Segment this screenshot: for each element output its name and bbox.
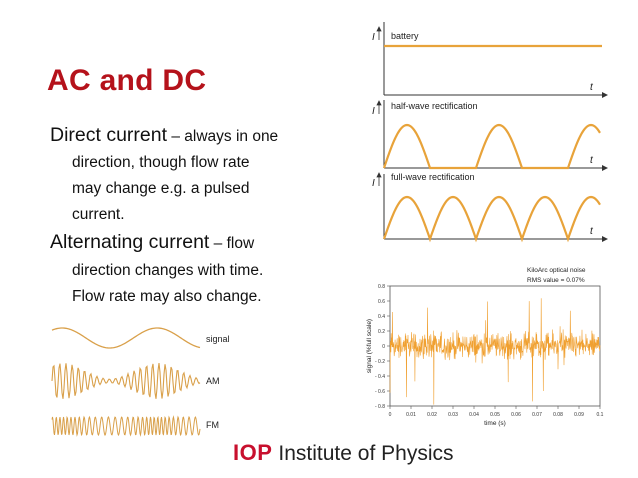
dc-line-3: current. — [72, 206, 125, 223]
dc-heading: Direct current — [50, 124, 168, 146]
iop-logo: IOP Institute of Physics — [233, 440, 453, 470]
modulation-diagram: signal AM FM — [51, 327, 230, 437]
logo-name: Institute of Physics — [278, 442, 454, 465]
chart-subtitle: RMS value = 0.07% — [527, 277, 585, 284]
noise-series — [389, 298, 601, 405]
signal-label: signal — [206, 334, 230, 344]
full-wave-curve — [382, 195, 601, 243]
am-wave — [51, 363, 201, 399]
dc-line-1: direction, though flow rate — [72, 154, 250, 171]
t-axis-label-3: t — [590, 226, 594, 237]
dc-bullet: Direct current – always in one — [50, 124, 278, 147]
logo-mark: IOP — [233, 440, 273, 465]
x-tick-label: 0.04 — [469, 412, 479, 418]
noise-chart: 0 0.01 0.02 0.03 0.04 0.05 0.06 0.07 0.08 0.09 0.1… — [366, 267, 604, 427]
x-tick-label: 0.03 — [448, 412, 458, 418]
y-tick-label: - 0.6 — [375, 389, 385, 395]
fm-label: FM — [206, 420, 219, 430]
x-tick-label: 0.1 — [597, 412, 604, 418]
i-axis-label-2: I — [372, 106, 375, 117]
slide-title: AC and DC — [47, 64, 207, 97]
chart-title: KiloArc optical noise — [527, 267, 586, 274]
ac-line-2: Flow rate may also change. — [72, 288, 262, 305]
am-label: AM — [206, 376, 220, 386]
y-tick-label: - 0.8 — [375, 404, 385, 410]
x-tick-label: 0.02 — [427, 412, 437, 418]
fm-wave — [51, 415, 201, 437]
x-tick-label: 0.01 — [406, 412, 416, 418]
x-axis-label: time (s) — [484, 420, 506, 427]
y-tick-label: 0.4 — [378, 314, 385, 320]
x-tick-label: 0.07 — [532, 412, 542, 418]
battery-label: battery — [391, 31, 419, 41]
y-axis-label: signal (%full scale) — [366, 319, 373, 373]
y-tick-label: 0 — [382, 344, 385, 350]
x-tick-label: 0.06 — [511, 412, 521, 418]
y-tick-label: - 0.4 — [375, 374, 385, 380]
t-axis-label-1: t — [590, 82, 594, 93]
dc-line-2: may change e.g. a pulsed — [72, 180, 250, 197]
y-tick-label: 0.6 — [378, 299, 385, 305]
t-axis-label-2: t — [590, 155, 594, 166]
ac-heading: Alternating current — [50, 231, 210, 253]
half-wave-curve — [382, 123, 601, 170]
i-axis-label-3: I — [372, 178, 375, 189]
y-tick-label: 0.8 — [378, 284, 385, 290]
y-tick-label: 0.2 — [378, 329, 385, 335]
dc-dash-text: – always in one — [167, 128, 279, 145]
rectification-diagram: I I I t t t battery half-wave rectificat… — [372, 22, 608, 243]
half-wave-label: half-wave rectification — [391, 101, 478, 111]
x-tick-label: 0 — [389, 412, 392, 418]
ac-line-1: direction changes with time. — [72, 262, 264, 279]
y-tick-label: - 0.2 — [375, 359, 385, 365]
x-tick-label: 0.05 — [490, 412, 500, 418]
ac-bullet: Alternating current – flow — [50, 231, 254, 254]
x-tick-label: 0.08 — [553, 412, 563, 418]
x-tick-label: 0.09 — [574, 412, 584, 418]
signal-wave — [51, 327, 201, 349]
ac-dash-text: – flow — [209, 235, 255, 252]
full-wave-label: full-wave rectification — [391, 172, 475, 182]
i-axis-label-1: I — [372, 32, 375, 43]
